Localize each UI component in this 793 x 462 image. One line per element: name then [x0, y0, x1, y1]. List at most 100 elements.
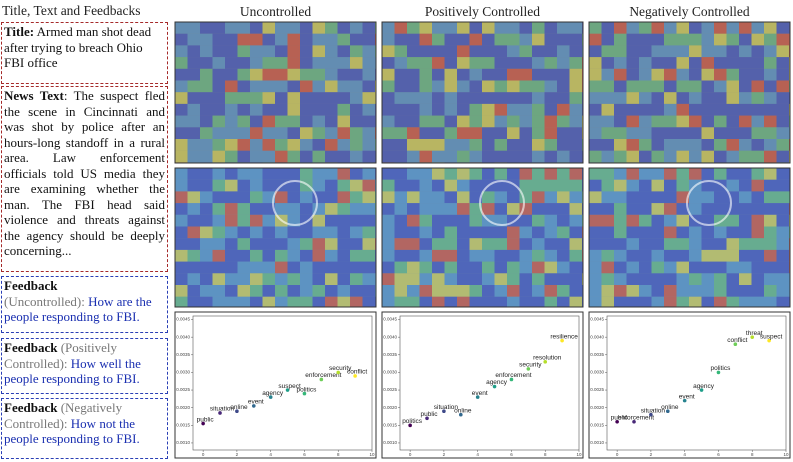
heatmap-cell: [362, 103, 375, 116]
heatmap-cell: [212, 92, 225, 104]
heatmap-cell: [350, 273, 363, 285]
heatmap-cell: [212, 214, 225, 227]
heatmap-cell: [776, 179, 789, 192]
heatmap-cell: [532, 261, 545, 274]
heatmap-cell: [407, 127, 420, 139]
heatmap-cell: [250, 226, 263, 239]
heatmap-cell: [519, 168, 532, 180]
scatter-point: [319, 377, 324, 382]
heatmap-cell: [350, 22, 363, 34]
x-tick-label: 4: [269, 452, 272, 457]
heatmap-cell: [639, 80, 652, 93]
heatmap-cell: [262, 45, 275, 58]
heatmap-cell: [457, 92, 470, 104]
heatmap-cell: [250, 45, 263, 58]
heatmap-cell: [544, 214, 557, 227]
heatmap-cell: [589, 45, 602, 58]
heatmap-cell: [325, 139, 338, 151]
heatmap-cell: [225, 168, 238, 180]
heatmap-cell: [312, 203, 325, 215]
heatmap-cell: [776, 249, 789, 262]
heatmap-cell: [300, 150, 313, 163]
heatmap-cell: [651, 296, 664, 307]
heatmap-cell: [262, 139, 275, 151]
heatmap-cell: [764, 22, 777, 34]
heatmap-cell: [751, 103, 764, 116]
heatmap-cell: [544, 103, 557, 116]
heatmap-cell: [275, 238, 288, 250]
heatmap-cell: [212, 68, 225, 81]
heatmap-cell: [432, 92, 445, 104]
heatmap-cell: [175, 238, 188, 250]
heatmap-cell: [639, 127, 652, 139]
heatmap-cell: [751, 191, 764, 204]
word-label: enforcement: [495, 372, 531, 379]
heatmap-cell: [287, 33, 300, 46]
heatmap-cell: [237, 57, 250, 69]
heatmap-cell: [312, 92, 325, 104]
y-tick-label: 0.0015: [590, 423, 604, 428]
heatmap-cell: [751, 296, 764, 307]
heatmap-cell: [569, 226, 582, 239]
scatter-point: [218, 411, 222, 415]
scatter-point: [632, 419, 636, 424]
heatmap-cell: [407, 273, 420, 285]
heatmap-cell: [639, 179, 652, 192]
heatmap-cell: [589, 226, 602, 239]
heatmap-cell: [482, 168, 495, 180]
x-tick-label: 2: [443, 452, 446, 457]
word-label: event: [472, 390, 488, 397]
heatmap-cell: [689, 33, 702, 46]
heatmap-cell: [726, 115, 739, 128]
heatmap-cell: [457, 214, 470, 227]
heatmap-cell: [714, 273, 727, 285]
heatmap-cell: [300, 92, 313, 104]
heatmap-cell: [764, 68, 777, 81]
heatmap-cell: [175, 80, 188, 93]
x-tick-label: 2: [236, 452, 239, 457]
plot-area: [606, 315, 787, 451]
heatmap-cell: [362, 150, 375, 163]
heatmap-cell: [701, 226, 714, 239]
heatmap-cell: [362, 57, 375, 69]
heatmap-cell: [544, 296, 557, 307]
heatmap-cell: [200, 103, 213, 116]
heatmap-cell: [569, 45, 582, 58]
heatmap-cell: [639, 68, 652, 81]
heatmap-cell: [350, 57, 363, 69]
heatmap-cell: [776, 92, 789, 104]
heatmap-cell: [312, 103, 325, 116]
heatmap-cell: [250, 127, 263, 139]
heatmap-cell: [626, 179, 639, 192]
scatter-point: [408, 423, 412, 428]
heatmap-cell: [689, 68, 702, 81]
heatmap-cell: [626, 80, 639, 93]
heatmap-cell: [726, 127, 739, 139]
heatmap-cell: [664, 249, 677, 262]
heatmap-cell: [337, 68, 350, 81]
heatmap-cell: [225, 45, 238, 58]
heatmap-cell: [419, 238, 432, 250]
heatmap-cell: [469, 168, 482, 180]
word-label: security: [519, 362, 542, 369]
heatmap-cell: [482, 238, 495, 250]
heatmap-cell: [382, 103, 395, 116]
heatmap-cell: [200, 168, 213, 180]
heatmap-cell: [482, 139, 495, 151]
heatmap-cell: [739, 150, 752, 163]
heatmap-cell: [300, 261, 313, 274]
heatmap-cell: [419, 22, 432, 34]
heatmap-cell: [726, 57, 739, 69]
feedback-text: How not the people responding to FBI.: [4, 415, 140, 447]
heatmap-cell: [639, 22, 652, 34]
heatmap-cell: [601, 191, 614, 204]
heatmap-cell: [764, 139, 777, 151]
heatmap-cell: [689, 45, 702, 58]
word-label: conflict: [347, 369, 367, 376]
heatmap-cell: [469, 127, 482, 139]
heatmap-cell: [764, 127, 777, 139]
heatmap-cell: [237, 92, 250, 104]
heatmap-cell: [482, 249, 495, 262]
heatmap-cell: [394, 68, 407, 81]
heatmap-cell: [507, 285, 520, 297]
